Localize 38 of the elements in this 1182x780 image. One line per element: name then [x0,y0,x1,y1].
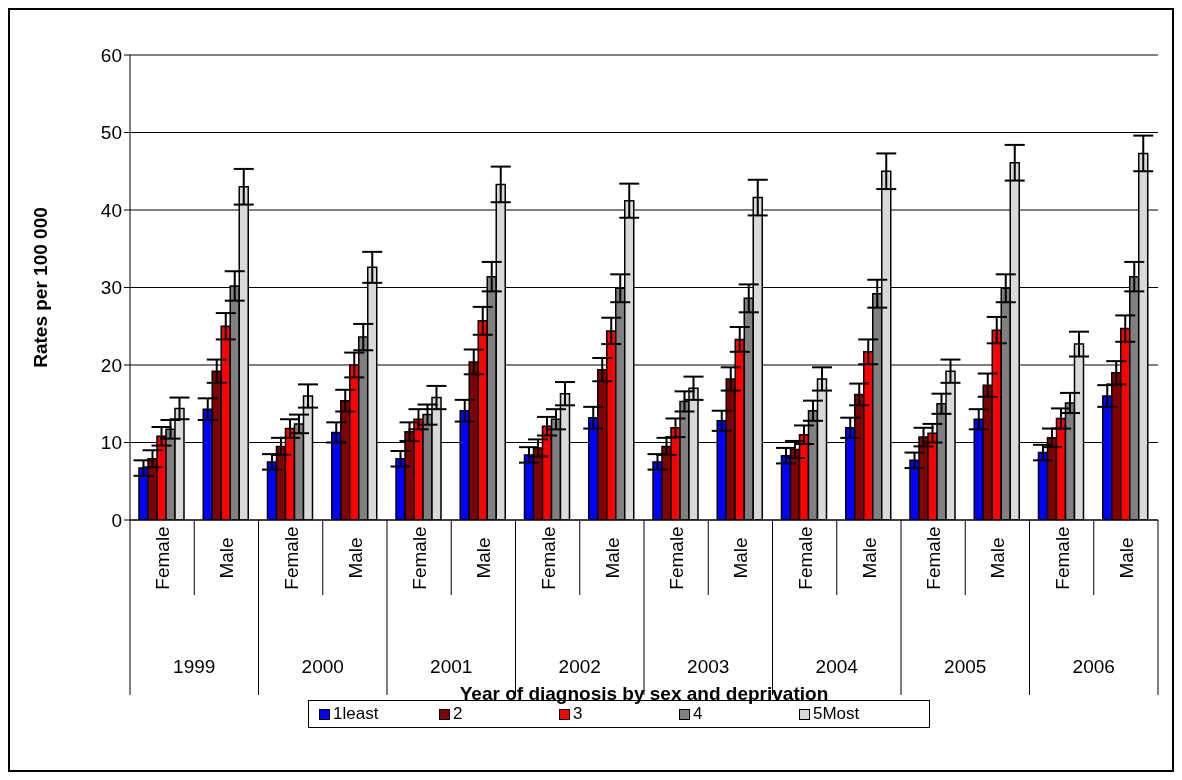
text: 2006 [1072,656,1115,677]
text: 1999 [173,656,216,677]
text: 2004 [815,656,859,677]
y-axis-title: Rates per 100 000 [29,207,51,368]
x-tick-label: Female [794,526,816,590]
x-tick-label: Female [923,526,945,590]
legend-label: 2 [452,704,464,724]
y-tick-label: 50 [100,122,122,144]
x-tick-label: Male [344,537,366,579]
x-tick-label: Female [1051,526,1073,590]
text: 2000 [301,656,344,677]
x-tick-label: Female [152,526,174,590]
x-tick-label: Female [537,526,559,590]
x-axis-title: Year of diagnosis by sex and deprivation [459,683,829,704]
y-tick-label: 10 [100,432,122,454]
x-tick-label: Male [987,537,1009,579]
x-tick-label: Male [601,537,623,579]
legend-label: 5Most [812,704,861,724]
y-tick-label: 30 [100,277,122,299]
x-tick-label: Male [1115,537,1137,579]
x-tick-label: Male [216,537,238,579]
y-tick-label: 20 [100,354,122,376]
x-tick-label: Male [730,537,752,579]
y-tick-label: 0 [111,509,122,531]
x-tick-label: Female [280,526,302,590]
text: 2002 [558,656,601,677]
legend-label: 4 [692,704,704,724]
text: 2005 [944,656,987,677]
x-tick-label: Female [409,526,431,590]
y-tick-label: 40 [100,199,122,221]
text: 2001 [430,656,473,677]
x-tick-label: Male [473,537,495,579]
x-tick-label: Female [666,526,688,590]
text: 2003 [687,656,730,677]
legend-label: 1least [332,704,380,724]
legend-label: 3 [572,704,584,724]
x-tick-label: Male [858,537,880,579]
y-tick-label: 60 [100,44,122,66]
